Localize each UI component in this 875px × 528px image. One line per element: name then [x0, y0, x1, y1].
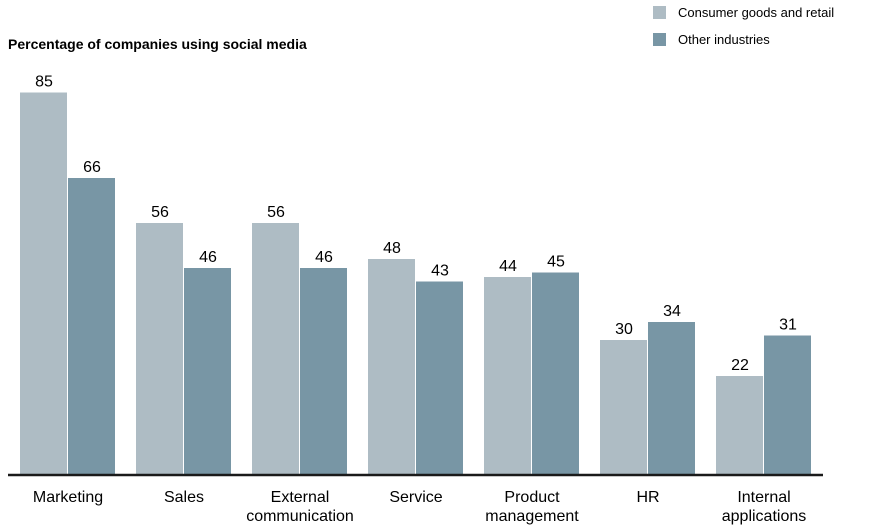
value-label-series1-cat4: 45 — [547, 254, 565, 271]
legend-swatch-other-industries — [653, 33, 666, 46]
value-label-series0-cat5: 30 — [615, 321, 633, 338]
legend-label-consumer-goods: Consumer goods and retail — [678, 5, 834, 20]
value-labels-group: 85 66 56 46 56 46 48 43 44 45 30 34 22 31 — [35, 74, 797, 375]
category-label-line: communication — [246, 508, 354, 525]
category-label-0: Marketing — [33, 489, 103, 506]
value-label-series1-cat0: 66 — [83, 159, 101, 176]
category-label-line: management — [485, 508, 579, 525]
bar-series1-cat6 — [764, 335, 811, 475]
category-label-6: Internal applications — [722, 489, 807, 525]
value-label-series0-cat0: 85 — [35, 74, 53, 91]
legend-label-other-industries: Other industries — [678, 32, 770, 47]
bar-series1-cat1 — [184, 268, 231, 475]
category-label-line: applications — [722, 508, 807, 525]
category-label-line: External — [271, 489, 330, 506]
bar-series1-cat5 — [648, 322, 695, 475]
value-label-series1-cat6: 31 — [779, 317, 797, 334]
legend: Consumer goods and retail Other industri… — [653, 5, 834, 47]
value-label-series1-cat2: 46 — [315, 249, 333, 266]
value-label-series0-cat4: 44 — [499, 258, 517, 275]
value-label-series0-cat1: 56 — [151, 204, 169, 221]
value-label-series1-cat3: 43 — [431, 263, 449, 280]
bar-series1-cat3 — [416, 281, 463, 475]
bar-series0-cat0 — [20, 92, 67, 475]
value-label-series0-cat6: 22 — [731, 357, 749, 374]
value-label-series1-cat5: 34 — [663, 303, 681, 320]
bar-series0-cat1 — [136, 223, 183, 475]
category-label-5: HR — [636, 489, 659, 506]
category-label-line: Internal — [737, 489, 790, 506]
category-labels-group: Marketing Sales External communication Servi… — [33, 489, 806, 525]
category-label-line: HR — [636, 489, 659, 506]
category-label-line: Product — [504, 489, 560, 506]
bar-series1-cat4 — [532, 272, 579, 475]
category-label-2: External communication — [246, 489, 354, 525]
value-label-series1-cat1: 46 — [199, 249, 217, 266]
value-label-series0-cat2: 56 — [267, 204, 285, 221]
category-label-4: Product management — [485, 489, 579, 525]
category-label-3: Service — [389, 489, 442, 506]
bar-series0-cat6 — [716, 376, 763, 475]
category-label-line: Marketing — [33, 489, 103, 506]
bars-group — [20, 92, 811, 475]
chart-title: Percentage of companies using social med… — [8, 36, 307, 52]
category-label-line: Sales — [164, 489, 204, 506]
bar-series1-cat0 — [68, 178, 115, 475]
value-label-series0-cat3: 48 — [383, 240, 401, 257]
bar-series0-cat4 — [484, 277, 531, 475]
bar-series1-cat2 — [300, 268, 347, 475]
category-label-line: Service — [389, 489, 442, 506]
bar-series0-cat5 — [600, 340, 647, 475]
category-label-1: Sales — [164, 489, 204, 506]
bar-series0-cat2 — [252, 223, 299, 475]
legend-swatch-consumer-goods — [653, 6, 666, 19]
bar-series0-cat3 — [368, 259, 415, 475]
